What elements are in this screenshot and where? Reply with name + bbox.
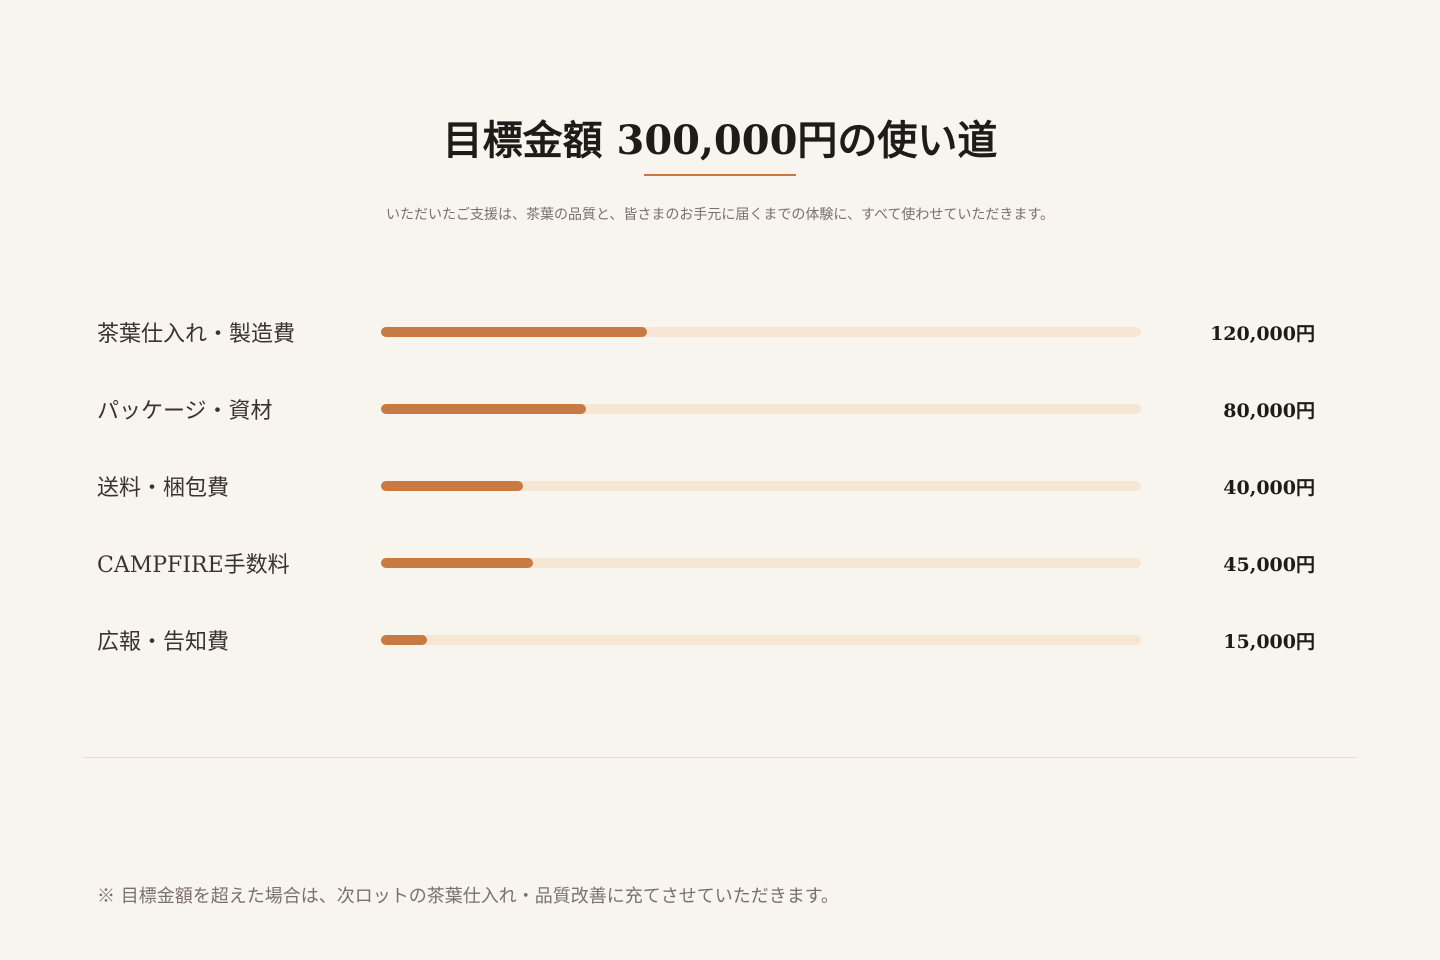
budget-item-label: 送料・梱包費 (97, 476, 230, 501)
page-title: 目標金額 300,000円の使い道 (442, 117, 998, 164)
budget-item-label: 茶葉仕入れ・製造費 (97, 322, 296, 347)
budget-item: 茶葉仕入れ・製造費 120,000円 (97, 300, 1315, 377)
budget-progress-track (381, 635, 1141, 645)
budget-progress-fill (381, 635, 427, 645)
budget-progress-fill (381, 404, 587, 414)
budget-progress-track (381, 327, 1141, 337)
budget-item-amount: 15,000円 (1223, 631, 1315, 653)
budget-item-amount: 120,000円 (1210, 323, 1315, 345)
budget-item: パッケージ・資材 80,000円 (97, 377, 1315, 454)
budget-item: CAMPFIRE手数料 45,000円 (97, 531, 1315, 608)
budget-progress-track (381, 481, 1141, 491)
budget-item: 送料・梱包費 40,000円 (97, 454, 1315, 531)
budget-item-amount: 40,000円 (1223, 477, 1315, 499)
page-subtitle: いただいたご支援は、茶葉の品質と、皆さまのお手元に届くまでの体験に、すべて使わせ… (385, 207, 1055, 223)
budget-item-amount: 45,000円 (1223, 554, 1315, 576)
budget-item-label: パッケージ・資材 (97, 399, 273, 424)
budget-item: 広報・告知費 15,000円 (97, 608, 1315, 685)
section-divider (83, 757, 1357, 758)
budget-progress-fill (381, 558, 533, 568)
budget-progress-fill (381, 327, 647, 337)
footnote: ※ 目標金額を超えた場合は、次ロットの茶葉仕入れ・品質改善に充てさせていただきま… (97, 886, 839, 907)
title-underline (644, 174, 796, 176)
budget-progress-track (381, 404, 1141, 414)
budget-progress-track (381, 558, 1141, 568)
budget-breakdown-list: 茶葉仕入れ・製造費 120,000円 パッケージ・資材 80,000円 送料・梱… (97, 300, 1315, 685)
budget-item-label: CAMPFIRE手数料 (97, 553, 290, 578)
budget-item-label: 広報・告知費 (97, 630, 230, 655)
budget-progress-fill (381, 481, 524, 491)
budget-item-amount: 80,000円 (1223, 400, 1315, 422)
